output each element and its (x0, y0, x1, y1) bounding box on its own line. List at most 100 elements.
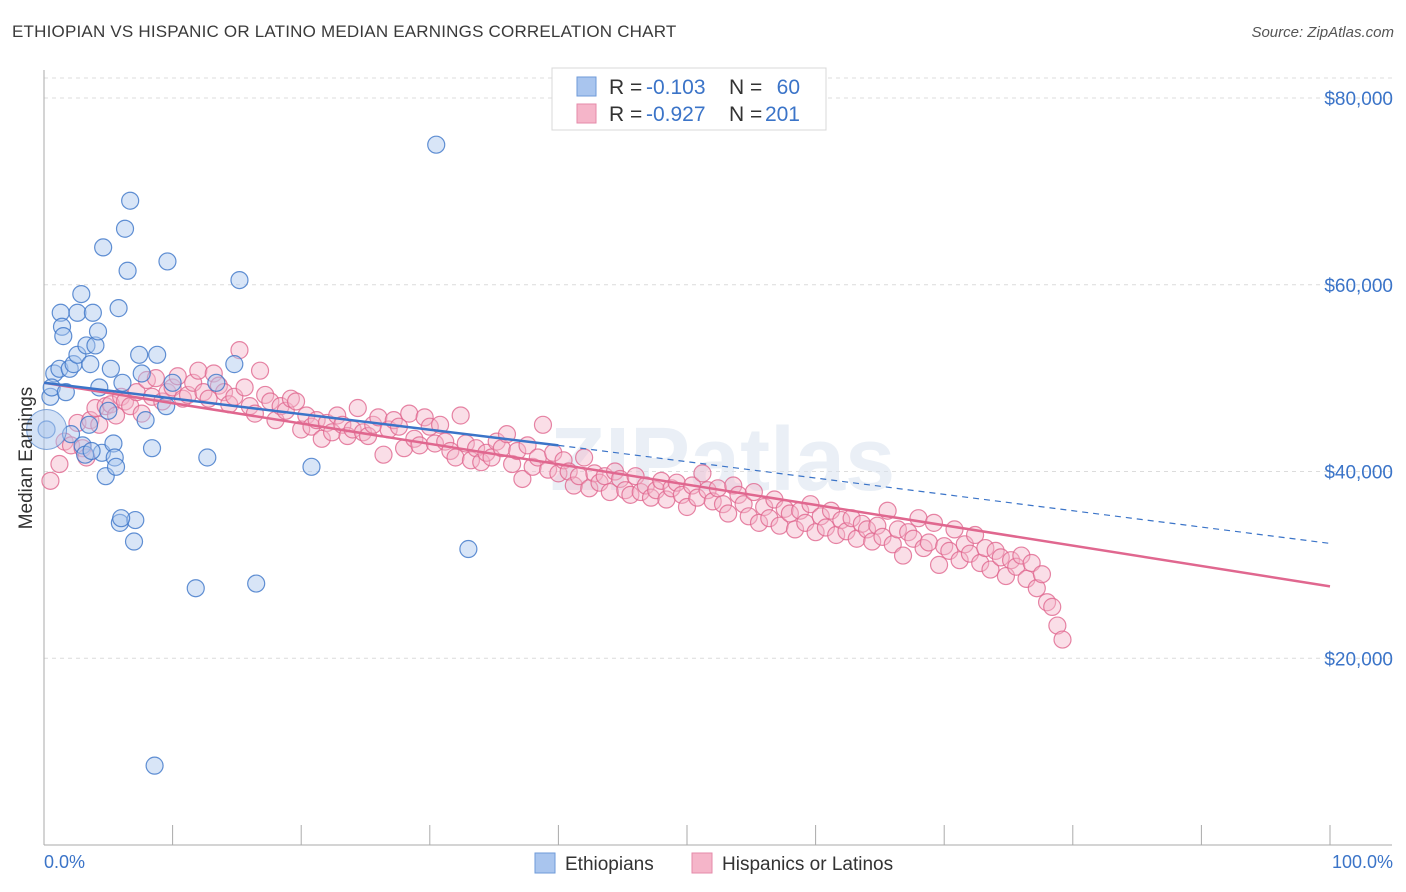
hispanic-point (600, 482, 619, 502)
hispanic-point (539, 460, 558, 479)
hispanic-point (1012, 546, 1031, 565)
ethiopian-trend-dashed (558, 444, 1331, 544)
hispanic-point (1048, 616, 1067, 635)
hispanic-point (904, 529, 923, 548)
ethiopian-point (459, 539, 478, 559)
hispanic-point (415, 408, 434, 427)
ethiopian-point (101, 359, 120, 378)
legend-n-value-2: 201 (765, 103, 800, 126)
hispanic-point (508, 441, 527, 461)
ethiopian-point (124, 532, 144, 551)
hispanic-point (929, 555, 949, 574)
ethiopian-point (225, 355, 244, 374)
hispanic-point (50, 454, 69, 474)
ethiopian-point (105, 448, 124, 467)
hispanic-point (523, 457, 542, 476)
hispanic-point (760, 509, 779, 528)
hispanic-point (909, 509, 928, 528)
hispanic-point (235, 378, 254, 397)
ethiopian-point (68, 303, 87, 322)
y-axis-label: Median Earnings (16, 387, 37, 530)
bottom-legend-swatch-hispanics (691, 852, 713, 874)
hispanic-point (677, 497, 697, 517)
hispanic-point (688, 488, 707, 507)
hispanic-point (724, 476, 743, 495)
stats-legend: R = -0.103 N = 60 R = -0.927 N = 201 (551, 67, 827, 131)
hispanic-point (146, 369, 165, 388)
legend-r-value-2: -0.927 (646, 103, 706, 126)
ethiopian-point (112, 509, 131, 528)
hispanic-point (281, 389, 301, 408)
ethiopian-point (99, 401, 118, 420)
bottom-legend-swatch-ethiopians (534, 852, 556, 874)
hispanic-point (755, 497, 774, 517)
hispanic-point (785, 520, 805, 539)
hispanic-point (914, 538, 933, 558)
hispanic-point (348, 398, 367, 418)
hispanic-point (1043, 597, 1062, 616)
ethiopian-point (136, 411, 155, 430)
ethiopian-point (109, 299, 128, 318)
hispanic-point (446, 448, 465, 467)
hispanic-point (981, 560, 1000, 579)
ethiopian-point (113, 373, 132, 392)
hispanic-point (564, 476, 583, 495)
ethiopian-point (81, 355, 100, 374)
hispanic-point (1053, 630, 1072, 649)
hispanic-point (369, 408, 388, 427)
watermark: ZIPatlas (550, 410, 895, 510)
trend-lines (43, 381, 1331, 588)
ethiopian-point (121, 191, 140, 210)
ethiopian-point (148, 345, 167, 364)
hispanic-point (770, 516, 789, 535)
ethiopian-point (72, 284, 91, 304)
hispanic-point (873, 527, 892, 546)
legend-box (551, 67, 827, 131)
ethiopian-point (247, 574, 266, 593)
legend-swatch-ethiopians (576, 76, 597, 97)
hispanic-point (90, 415, 109, 434)
hispanic-point (816, 518, 835, 537)
ethiopian-points (26, 135, 478, 775)
ethiopian-point (88, 322, 108, 341)
ethiopian-point (54, 327, 73, 346)
hispanic-point (1032, 565, 1052, 584)
hispanic-point (647, 481, 666, 500)
hispanic-point (739, 507, 758, 526)
ethiopian-point (104, 434, 123, 453)
hispanic-point (533, 415, 553, 434)
ethiopian-point (52, 317, 72, 336)
ethiopian-point (94, 238, 113, 257)
source-note: Source: ZipAtlas.com (1251, 24, 1394, 41)
ethiopian-point (130, 345, 149, 364)
ethiopian-point-large (26, 408, 68, 450)
hispanic-point (719, 504, 738, 523)
ethiopian-point (126, 510, 145, 530)
ethiopian-point (302, 457, 321, 476)
bottom-legend-label-hispanics: Hispanics or Latinos (722, 854, 893, 875)
ethiopian-point (145, 756, 164, 775)
legend-n-value-1: 60 (777, 76, 800, 99)
y-tick-label: $20,000 (1324, 649, 1393, 670)
hispanic-point (955, 535, 974, 554)
y-tick-label: $60,000 (1324, 276, 1393, 297)
hispanic-point (1027, 579, 1046, 598)
hispanic-point (940, 541, 959, 560)
ethiopian-trend-line (43, 381, 559, 447)
hispanic-point (713, 495, 733, 514)
hispanic-point (575, 448, 594, 467)
x-tick-max: 100.0% (1332, 852, 1393, 872)
ethiopian-point (132, 364, 151, 383)
ethiopian-point (186, 579, 205, 598)
ethiopian-point (118, 261, 137, 280)
hispanic-point (744, 482, 763, 502)
legend-swatch-hispanics (576, 103, 597, 124)
gridlines (44, 77, 1392, 659)
x-axis-ticks (43, 825, 1331, 845)
ethiopian-point (82, 441, 101, 461)
legend-n-label-2: N = (729, 103, 762, 126)
legend-r-label-1: R = (609, 76, 642, 99)
ethiopian-point (198, 448, 217, 467)
ethiopian-point (142, 439, 162, 458)
